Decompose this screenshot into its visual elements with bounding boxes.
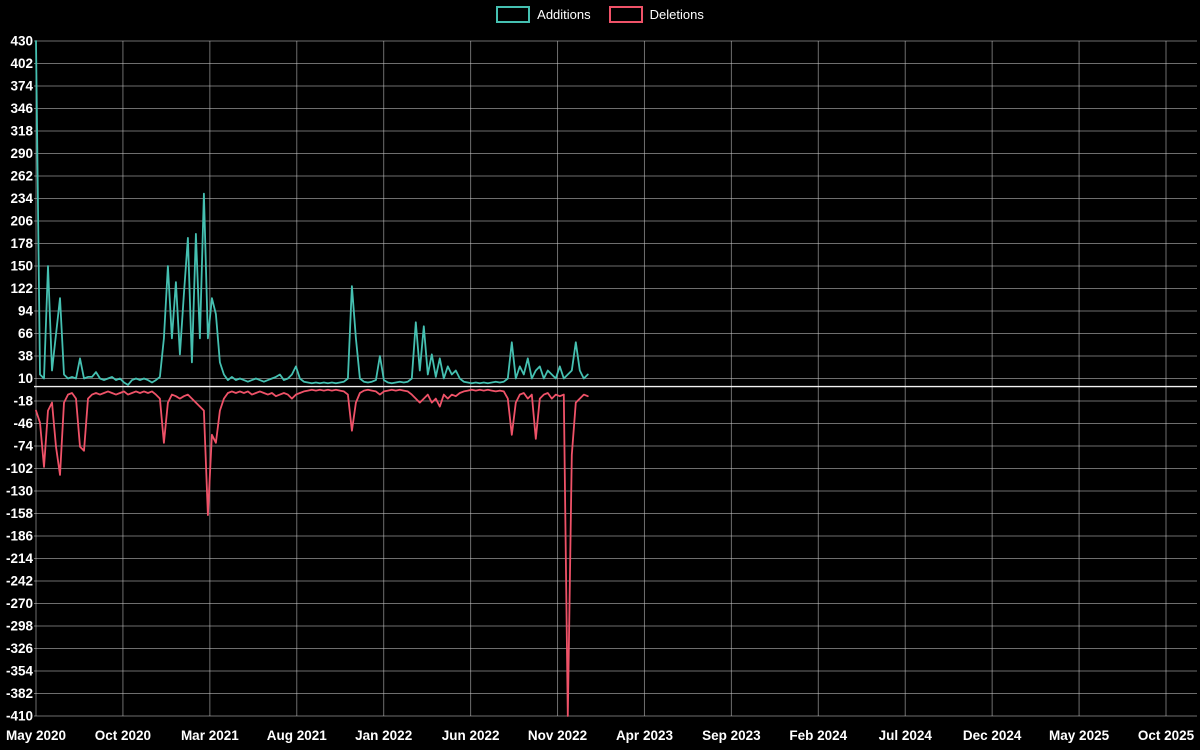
y-tick-label: 318 [10,124,33,139]
y-tick-label: -158 [6,506,34,521]
y-tick-label: 206 [10,214,33,229]
x-tick-label: Nov 2022 [528,728,587,743]
y-tick-label: -382 [6,686,33,701]
deletions-swatch-icon [608,6,643,23]
x-tick-label: Aug 2021 [267,728,328,743]
y-tick-label: 430 [10,34,33,49]
x-tick-label: Sep 2023 [702,728,761,743]
y-tick-label: -130 [6,484,33,499]
y-tick-label: 346 [10,101,33,116]
x-tick-label: Jul 2024 [879,728,933,743]
additions-swatch-icon [496,6,531,23]
x-axis-tick-labels: May 2020 Oct 2020 Mar 2021 Aug 2021 Jan 2022… [6,728,1195,743]
grid-lines [34,40,1197,717]
y-tick-label: 150 [10,259,33,274]
y-tick-label: 234 [10,191,33,206]
y-tick-label: -186 [6,529,34,544]
legend-label-additions: Additions [537,7,591,22]
y-tick-label: -46 [13,416,33,431]
x-tick-label: Feb 2024 [789,728,847,743]
deletions-line [35,388,589,717]
y-tick-label: -270 [6,596,33,611]
legend-item-additions[interactable]: Additions [496,6,591,23]
x-tick-label: Apr 2023 [616,728,674,743]
y-tick-label: -18 [13,394,33,409]
x-tick-label: Oct 2020 [95,728,151,743]
y-tick-label: -410 [6,709,33,724]
x-tick-label: Jan 2022 [355,728,412,743]
additions-line [35,40,589,386]
x-tick-label: Dec 2024 [963,728,1022,743]
y-tick-label: -326 [6,641,34,656]
y-tick-label: 38 [18,349,34,364]
y-tick-label: 374 [10,79,33,94]
y-tick-label: -298 [6,619,34,634]
y-tick-label: 10 [18,371,33,386]
y-axis-tick-labels: 430 402 374 346 318 290 262 234 206 178 150 122 94 66… [6,34,34,724]
y-tick-label: 178 [10,236,33,251]
legend-item-deletions[interactable]: Deletions [608,6,704,23]
legend-label-deletions: Deletions [649,7,704,22]
y-tick-label: -354 [6,664,34,679]
y-tick-label: -214 [6,551,34,566]
x-tick-label: Oct 2025 [1138,728,1195,743]
y-tick-label: -74 [13,439,33,454]
y-tick-label: 66 [18,326,34,341]
x-tick-label: May 2020 [6,728,66,743]
y-tick-label: 402 [10,56,33,71]
y-tick-label: -102 [6,461,33,476]
y-tick-label: 290 [10,146,33,161]
y-tick-label: 122 [10,281,33,296]
chart-legend: Additions Deletions [0,6,1200,23]
y-tick-label: -242 [6,574,33,589]
y-tick-label: 262 [10,169,33,184]
x-tick-label: Jun 2022 [442,728,500,743]
x-tick-label: May 2025 [1049,728,1110,743]
y-tick-label: 94 [18,304,34,319]
x-tick-label: Mar 2021 [181,728,239,743]
